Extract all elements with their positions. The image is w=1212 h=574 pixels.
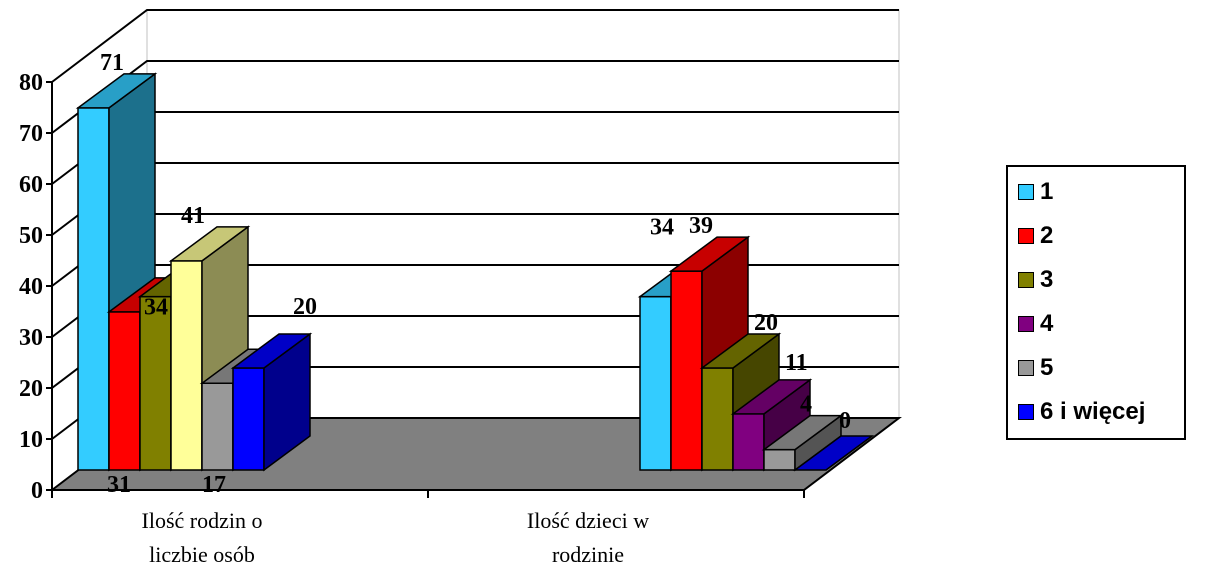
category-label-2-line-2: rodzinie	[552, 542, 624, 567]
legend-swatch-1	[1018, 184, 1034, 200]
bar-1-3-front	[139, 295, 172, 471]
legend-item-6: 6 i więcej	[1018, 397, 1145, 427]
y-tick-label-10: 10	[19, 427, 43, 453]
bar-1-1-top	[75, 73, 158, 109]
data-label-2-1: 34	[650, 215, 674, 241]
bar-2-3-front	[701, 367, 734, 471]
legend-item-2: 2	[1018, 221, 1053, 251]
y-tick-label-80: 80	[19, 70, 43, 96]
legend-label-4: 4	[1040, 310, 1054, 337]
bar-1-6-front	[232, 367, 265, 471]
y-tick-label-50: 50	[19, 223, 43, 249]
legend-swatch-5	[1018, 360, 1034, 376]
legend-item-1: 1	[1018, 177, 1053, 207]
legend-label-6: 6 i więcej	[1040, 398, 1146, 425]
y-tick-label-30: 30	[19, 325, 43, 351]
legend-swatch-2	[1018, 228, 1034, 244]
bar-2-5-top	[761, 414, 844, 451]
bar-2-5-front	[763, 448, 796, 471]
bar-1-5-front	[201, 382, 234, 471]
data-label-2-2: 39	[689, 213, 713, 239]
category-label-1-line-2: liczbie osób	[149, 542, 255, 567]
data-label-1-4: 41	[181, 203, 205, 229]
legend-label-3: 3	[1040, 266, 1054, 293]
bar-1-4-front	[170, 260, 203, 471]
bar-2-4-top	[730, 379, 813, 415]
data-label-2-4: 11	[785, 350, 808, 376]
data-label-1-3: 34	[144, 295, 168, 321]
bar-1-2-front	[108, 311, 141, 471]
legend-label-1: 1	[1040, 178, 1054, 205]
legend: 1 2 3 4 5 6 i więcej	[1006, 165, 1186, 440]
bar-1-1-front	[77, 107, 110, 471]
legend-item-5: 5	[1018, 353, 1053, 383]
data-label-1-5: 17	[202, 472, 226, 498]
legend-label-2: 2	[1040, 222, 1054, 249]
bar-1-6-top	[230, 333, 313, 369]
y-tick-label-0: 0	[31, 478, 43, 504]
y-tick-label-40: 40	[19, 274, 43, 300]
y-tick-label-70: 70	[19, 121, 43, 147]
y-tick-label-60: 60	[19, 172, 43, 198]
bar-2-3-top	[699, 333, 782, 369]
bar-2-2-top	[668, 236, 751, 272]
legend-label-5: 5	[1040, 354, 1054, 381]
bar-1-4-top	[168, 226, 251, 262]
legend-swatch-3	[1018, 272, 1034, 288]
legend-swatch-4	[1018, 316, 1034, 332]
gridline-80	[51, 9, 899, 83]
data-label-1-2: 31	[107, 472, 131, 498]
legend-item-4: 4	[1018, 309, 1053, 339]
data-label-1-1: 71	[100, 50, 124, 76]
bar-2-4-front	[732, 413, 765, 471]
bar-2-6-top	[792, 435, 875, 471]
legend-swatch-6	[1018, 404, 1034, 420]
category-label-2-line-1: Ilość dzieci w	[527, 508, 649, 533]
category-label-1-line-1: Ilość rodzin o	[142, 508, 263, 533]
y-tick-label-20: 20	[19, 376, 43, 402]
bar-2-2-front	[670, 270, 703, 471]
legend-item-3: 3	[1018, 265, 1053, 295]
data-label-2-3: 20	[754, 310, 778, 336]
data-label-1-6: 20	[293, 294, 317, 320]
data-label-2-5: 4	[800, 392, 812, 418]
bar-2-1-front	[639, 295, 672, 471]
data-label-2-6: 0	[839, 408, 851, 434]
